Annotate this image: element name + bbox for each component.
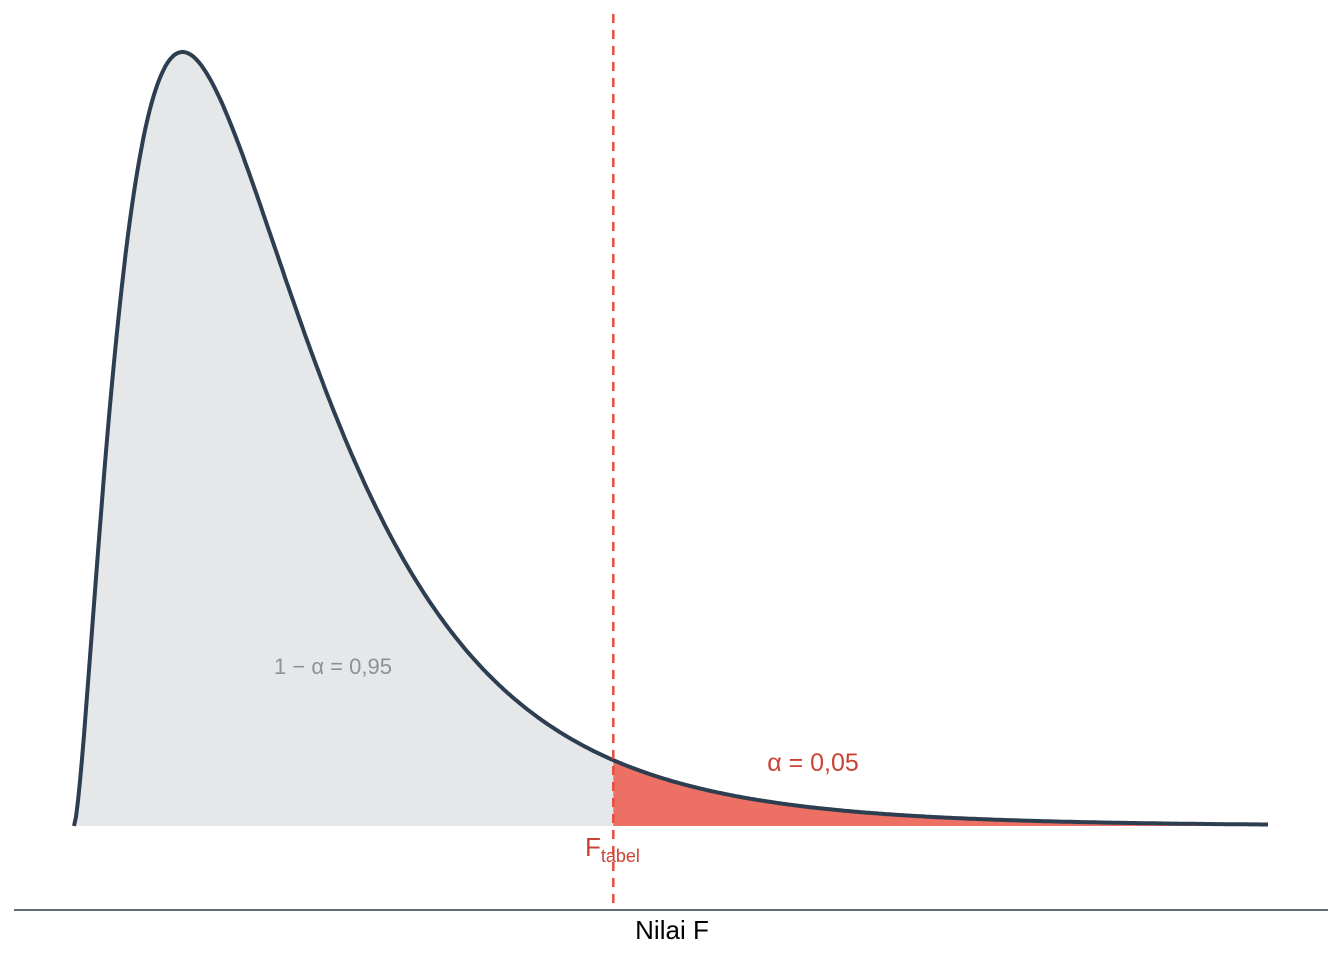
rejection-region <box>613 760 1268 826</box>
acceptance-label: 1 − α = 0,95 <box>274 654 392 679</box>
critical-value-label: Ftabel <box>585 832 640 866</box>
critical-label-sub: tabel <box>601 846 640 866</box>
density-curve <box>72 50 1268 827</box>
critical-label-main: F <box>585 832 601 862</box>
rejection-label: α = 0,05 <box>767 749 859 777</box>
x-axis-title: Nilai F <box>635 915 709 945</box>
